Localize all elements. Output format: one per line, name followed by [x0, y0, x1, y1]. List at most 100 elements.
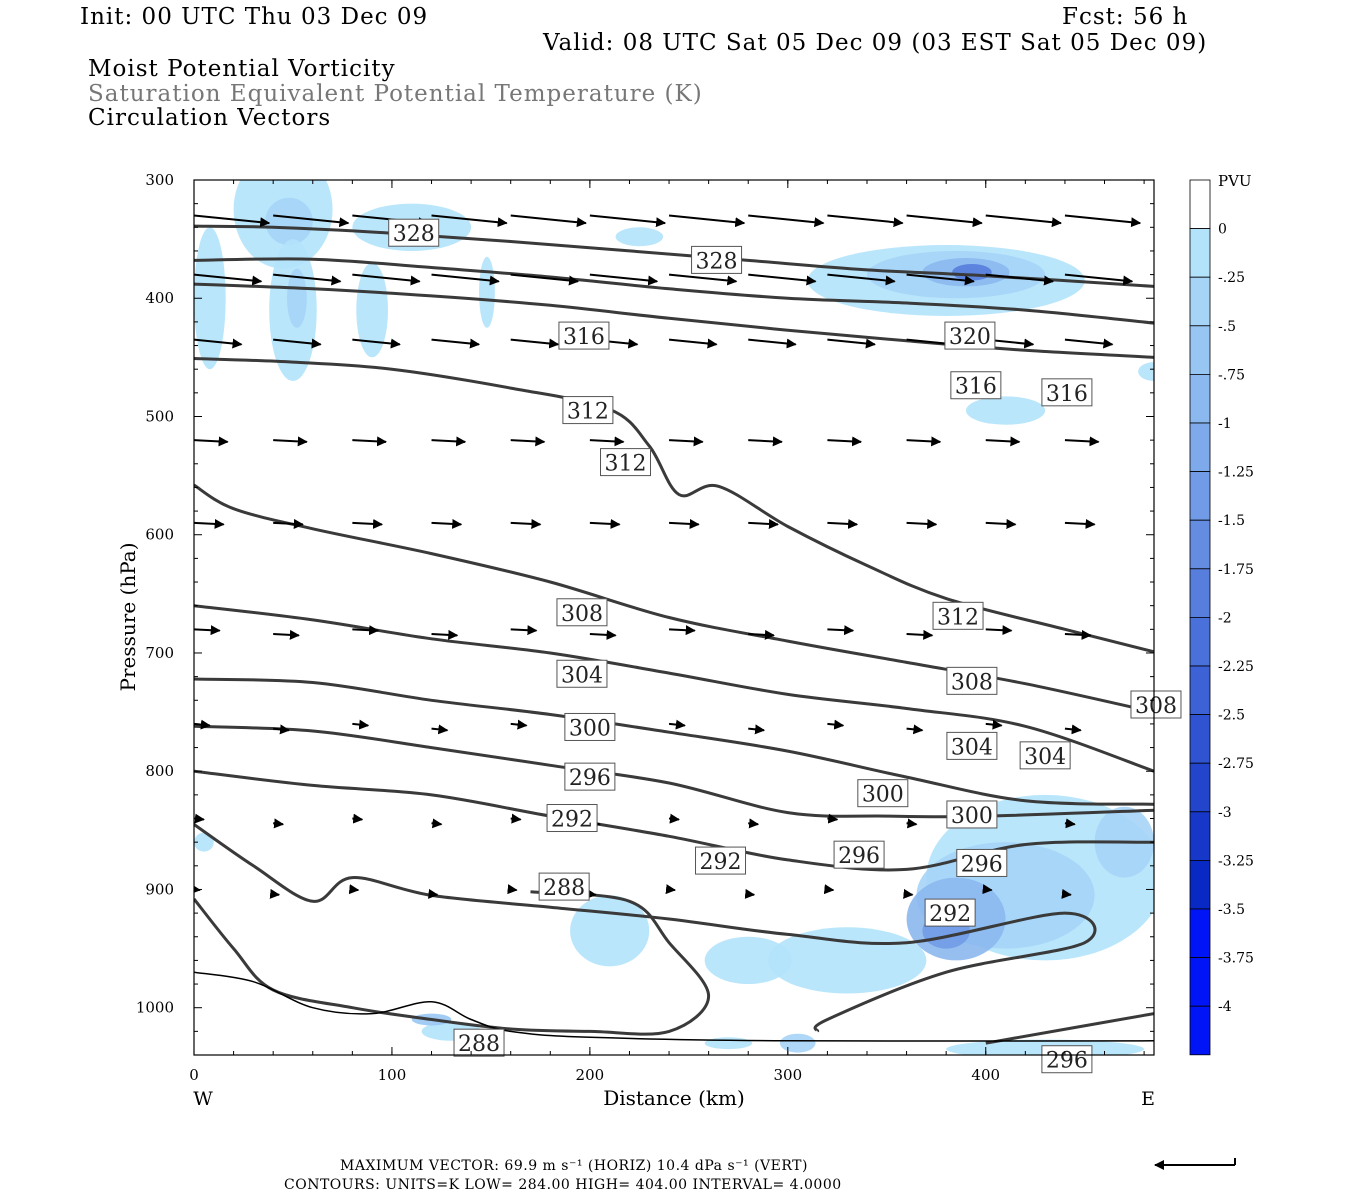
colorbar-segment	[1189, 1005, 1211, 1056]
colorbar-label: -1	[1218, 416, 1232, 432]
contour-label-text: 288	[458, 1032, 500, 1057]
circulation-vector	[510, 813, 522, 824]
contour-label-box	[932, 601, 984, 630]
contour-label: 304	[556, 659, 608, 688]
circulation-vector	[985, 518, 1017, 529]
contour-label-text: 304	[1024, 745, 1066, 770]
circulation-vector	[906, 214, 983, 228]
circulation-vector	[273, 629, 300, 640]
circulation-vector	[903, 888, 914, 899]
colorbar-segment	[1189, 519, 1211, 570]
field-title-1: Moist Potential Vorticity	[88, 56, 396, 82]
circulation-vector	[273, 818, 285, 829]
axes: 0 100 200 300 400 300 400 500 600 700 800 900 1000	[136, 171, 1154, 1084]
circulation-vector	[985, 625, 1013, 636]
contour-label-box	[556, 659, 608, 688]
circulation-vector	[906, 724, 924, 735]
contour-label-text: 328	[696, 249, 738, 274]
circulation-vector	[669, 436, 704, 447]
circulation-vector	[589, 518, 621, 529]
contour-label-text: 300	[569, 716, 611, 741]
circulation-vector	[668, 273, 738, 286]
contour-label-box	[453, 1028, 505, 1057]
contour-label-box	[833, 840, 885, 869]
contour-label-box	[956, 848, 1008, 877]
x-tick-label: 0	[189, 1066, 199, 1084]
contour-line-304	[194, 677, 1154, 806]
circulation-vector	[589, 629, 617, 640]
contour-label-text: 312	[937, 605, 979, 630]
circulation-vector	[985, 273, 1055, 286]
pv-shading	[194, 180, 1154, 1055]
circulation-vector	[194, 518, 225, 529]
contour-label-text: 308	[561, 602, 603, 627]
circulation-vector	[985, 719, 1003, 730]
colorbar-segment	[1189, 762, 1211, 813]
colorbar-segment	[1189, 471, 1211, 521]
contour-label: 320	[944, 321, 996, 350]
circulation-vector	[748, 724, 766, 735]
circulation-vector	[669, 518, 700, 529]
contour-label-text: 292	[929, 902, 971, 927]
circulation-vector	[665, 884, 676, 895]
contour-label-text: 316	[1046, 382, 1088, 407]
circulation-vector	[431, 629, 459, 640]
contour-label-text: 296	[1046, 1049, 1088, 1074]
circulation-vector	[428, 888, 439, 899]
contour-label: 288	[538, 872, 590, 901]
contour-label-box	[556, 598, 608, 627]
circulation-vector	[273, 214, 350, 228]
contour-label-box	[564, 762, 616, 791]
contour-label: 308	[556, 598, 608, 627]
circulation-vector	[827, 625, 855, 636]
pv-region	[287, 268, 307, 328]
circulation-vector	[431, 338, 481, 349]
circulation-vector	[1064, 436, 1100, 447]
circulation-vector	[273, 518, 304, 529]
contour-label: 312	[562, 396, 614, 425]
circulation-vector	[352, 719, 370, 730]
reference-vector	[1154, 1158, 1236, 1170]
colorbar-label: -3.75	[1218, 951, 1254, 967]
colorbar-label: -.5	[1218, 319, 1236, 335]
circulation-vector	[510, 214, 587, 228]
x-tick-label: 100	[378, 1066, 407, 1084]
circulation-vector	[431, 436, 467, 447]
circulation-vector	[748, 338, 797, 349]
colorbar-segment	[1189, 422, 1211, 472]
colorbar-segment	[1189, 908, 1211, 958]
circulation-vector	[1064, 629, 1092, 640]
circulation-vector	[589, 436, 625, 447]
circulation-vector	[982, 884, 993, 895]
contour-labels: 328 328 316 320 316 316 312 312 308 312 304 308 308 3…	[388, 218, 1182, 1074]
circulation-vector	[510, 338, 560, 349]
circulation-vector	[827, 813, 839, 824]
y-tick-label: 500	[145, 407, 174, 425]
x-east-label: E	[1141, 1088, 1155, 1110]
x-west-label: W	[193, 1088, 213, 1110]
circulation-vector	[1064, 518, 1096, 529]
y-tick-label: 600	[145, 526, 174, 544]
colorbar-segment	[1189, 811, 1211, 861]
contour-line-292	[194, 823, 1097, 1033]
circulation-vector	[273, 436, 308, 447]
y-tick-label: 900	[145, 880, 174, 898]
circulation-vector	[507, 884, 518, 895]
colorbar-title: PVU	[1218, 172, 1252, 190]
colorbar-segment	[1189, 617, 1211, 667]
contour-label: 288	[453, 1028, 505, 1057]
contour-label-box	[558, 321, 610, 350]
circulation-vector	[748, 273, 817, 286]
contour-label: 316	[1041, 378, 1093, 407]
circulation-vector	[510, 273, 579, 286]
contour-label: 312	[600, 448, 652, 477]
pv-region	[952, 263, 992, 281]
circulation-vector	[1064, 338, 1114, 349]
y-tick-label: 700	[145, 644, 174, 662]
contour-label-box	[562, 396, 614, 425]
pv-region	[479, 256, 495, 328]
contour-label: 292	[924, 898, 976, 927]
contour-label-text: 316	[563, 325, 605, 350]
contour-label-text: 308	[1135, 694, 1177, 719]
circulation-vector	[352, 273, 421, 286]
